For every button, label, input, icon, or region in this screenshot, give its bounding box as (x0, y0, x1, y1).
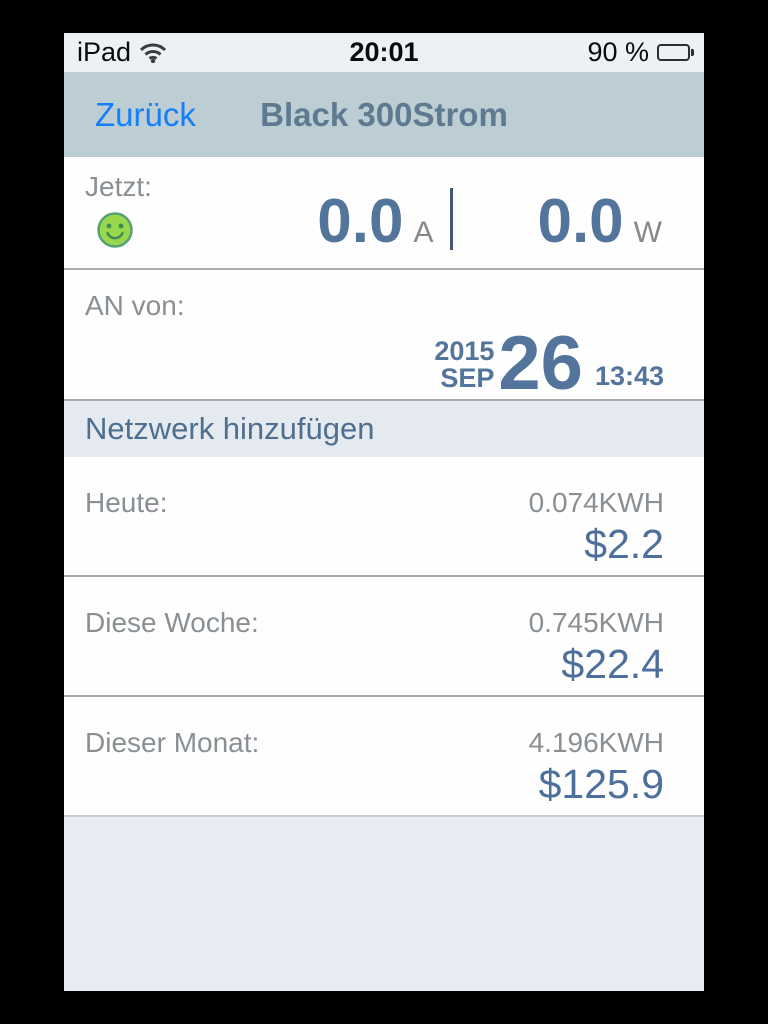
on-since-time: 13:43 (594, 361, 664, 391)
add-network-button[interactable]: Netzwerk hinzufügen (64, 401, 704, 457)
watts-unit-label: W (633, 215, 662, 249)
usage-energy-value: 0.745KWH (528, 607, 664, 638)
battery-icon (657, 44, 694, 61)
amps-unit-label: A (413, 215, 434, 249)
on-since-date: 2015 SEP 26 13:43 (434, 304, 664, 407)
app-screen: iPad 20:01 90 % Zurück Black 300Strom (64, 33, 704, 991)
status-bar: iPad 20:01 90 % (64, 33, 704, 72)
on-since-label: AN von: (85, 290, 185, 321)
nav-bar: Zurück Black 300Strom (64, 72, 704, 157)
on-since-year: 2015 (434, 336, 495, 366)
row-divider (64, 575, 704, 577)
row-divider (64, 815, 704, 817)
add-network-label: Netzwerk hinzufügen (85, 411, 375, 446)
current-amps-value: 0.0 (317, 186, 404, 256)
row-divider (64, 268, 704, 270)
usage-energy-value: 0.074KWH (528, 487, 664, 518)
usage-label: Heute: (85, 487, 168, 518)
status-time: 20:01 (349, 37, 419, 67)
usage-cost-value: $22.4 (561, 641, 664, 688)
smiley-icon (96, 211, 224, 254)
on-since-day: 26 (498, 321, 583, 407)
now-label: Jetzt: (85, 171, 152, 202)
page-title: Black 300Strom (260, 95, 508, 133)
usage-energy-value: 4.196KWH (528, 727, 664, 758)
usage-label: Dieser Monat: (85, 727, 260, 758)
usage-row-today: Heute: 0.074KWH $2.2 (64, 457, 704, 575)
usage-cost-value: $2.2 (584, 521, 664, 568)
value-divider (449, 187, 453, 250)
row-divider (64, 399, 704, 401)
usage-label: Diese Woche: (85, 607, 259, 638)
bottom-filler (64, 817, 704, 991)
wifi-icon (140, 43, 167, 63)
usage-row-week: Diese Woche: 0.745KWH $22.4 (64, 577, 704, 695)
current-watts-value: 0.0 (537, 186, 624, 256)
on-since-row: AN von: 2015 SEP 26 13:43 (64, 270, 704, 407)
battery-percent-label: 90 % (587, 37, 649, 67)
carrier-label: iPad (77, 37, 132, 67)
current-status-row: Jetzt: 0.0 A 0.0 W (64, 157, 704, 268)
on-since-month: SEP (440, 363, 495, 393)
back-button[interactable]: Zurück (95, 95, 196, 133)
usage-cost-value: $125.9 (538, 761, 664, 808)
usage-row-month: Dieser Monat: 4.196KWH $125.9 (64, 697, 704, 815)
row-divider (64, 695, 704, 697)
